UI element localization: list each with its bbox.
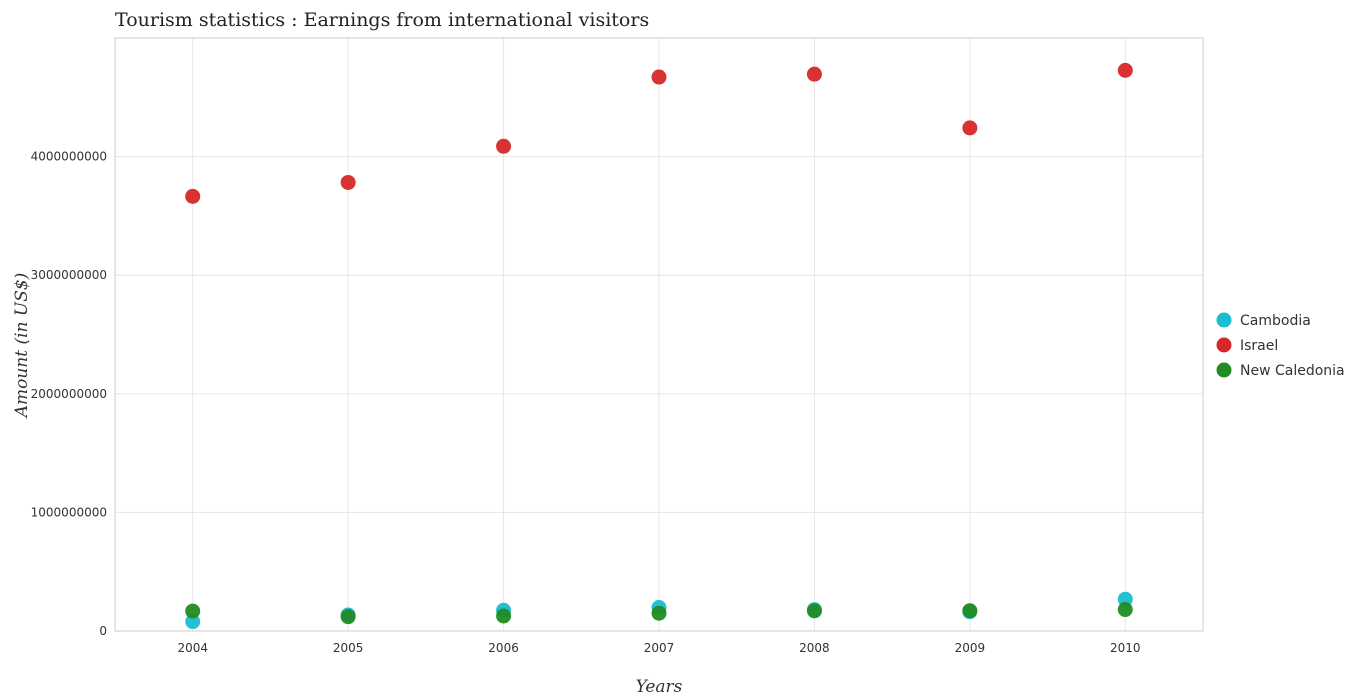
data-point-israel <box>806 66 822 82</box>
legend-marker <box>1216 337 1232 353</box>
grid <box>115 38 1203 632</box>
x-tick-label: 2009 <box>955 641 986 655</box>
data-point-new-caledonia <box>340 609 356 625</box>
y-tick-label: 3000000000 <box>31 268 107 282</box>
y-tick-label: 1000000000 <box>31 505 107 519</box>
data-point-new-caledonia <box>496 608 512 624</box>
y-axis-label: Amount (in US$) <box>12 273 32 420</box>
legend-label: New Caledonia <box>1240 363 1345 379</box>
data-point-new-caledonia <box>1117 602 1133 618</box>
data-point-new-caledonia <box>651 605 667 621</box>
y-tick-label: 0 <box>99 624 107 638</box>
data-point-new-caledonia <box>962 603 978 619</box>
x-tick-label: 2006 <box>488 641 519 655</box>
data-point-israel <box>496 138 512 154</box>
legend-marker <box>1216 312 1232 328</box>
data-point-israel <box>651 69 667 85</box>
legend: Cambodia Israel New Caledonia <box>1216 312 1345 379</box>
data-point-new-caledonia <box>806 603 822 619</box>
data-point-new-caledonia <box>185 603 201 619</box>
x-tick-label: 2004 <box>177 641 208 655</box>
x-tick-label: 2008 <box>799 641 830 655</box>
axes <box>114 37 1204 632</box>
legend-label: Cambodia <box>1240 313 1311 329</box>
data-point-cambodia <box>1117 591 1133 607</box>
data-point-cambodia <box>185 614 201 630</box>
x-tick-label: 2007 <box>644 641 675 655</box>
y-tick-label: 4000000000 <box>31 150 107 164</box>
x-tick-labels: 2004 2005 2006 2007 2008 2009 2010 <box>177 641 1140 655</box>
chart-title: Tourism statistics : Earnings from inter… <box>115 9 649 31</box>
data-point-israel <box>185 188 201 204</box>
y-tick-labels: 0 1000000000 2000000000 3000000000 400000000… <box>31 150 107 638</box>
data-point-israel <box>340 174 356 190</box>
data-point-israel <box>1117 62 1133 78</box>
legend-marker <box>1216 362 1232 378</box>
x-tick-label: 2005 <box>333 641 364 655</box>
y-tick-label: 2000000000 <box>31 387 107 401</box>
plot-frame <box>114 37 1204 632</box>
legend-label: Israel <box>1240 338 1278 354</box>
x-tick-label: 2010 <box>1110 641 1141 655</box>
data-points <box>185 62 1133 630</box>
data-point-israel <box>962 120 978 136</box>
x-axis-label: Years <box>636 677 683 697</box>
